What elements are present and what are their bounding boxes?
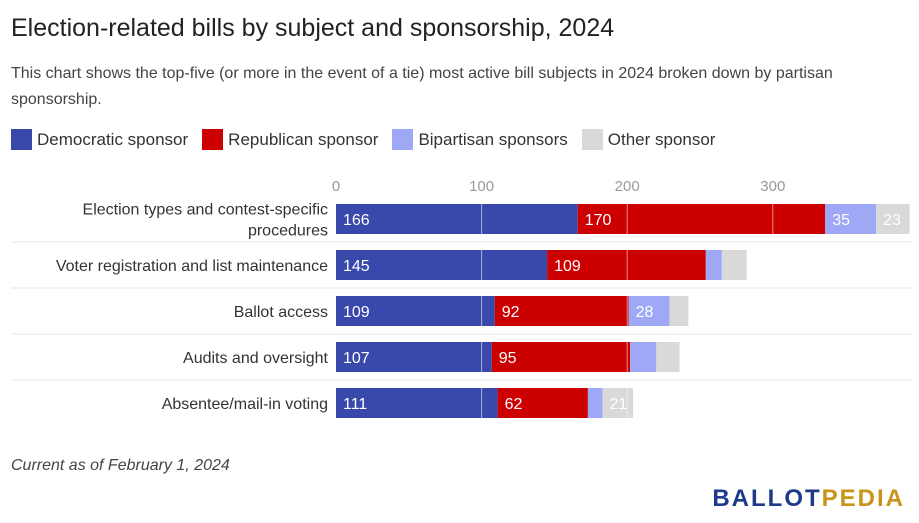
legend-item-republican: Republican sponsor [202, 129, 378, 150]
bar-other-sponsor-election-types-and-contest-specific-procedures [876, 204, 910, 234]
data-label: 95 [499, 350, 517, 367]
data-label: 107 [343, 350, 370, 367]
bar-republican-sponsor-audits-and-oversight [491, 342, 631, 372]
legend-label-other: Other sponsor [607, 129, 716, 149]
category-label: Voter registration and list maintenance [56, 258, 328, 275]
data-label: 35 [832, 212, 850, 229]
data-label: 109 [343, 304, 370, 321]
bar-other-sponsor-voter-registration-and-list-maintenance [721, 250, 747, 280]
bar-other-sponsor-ballot-access [669, 296, 689, 326]
legend-item-other: Other sponsor [581, 129, 716, 150]
ballotpedia-logo: BALLOTPEDIA [712, 485, 905, 513]
category-label: Ballot access [234, 304, 328, 321]
legend-label-democratic: Democratic sponsor [37, 129, 189, 149]
bar-bipartisan-sponsors-voter-registration-and-list-maintenance [705, 250, 722, 280]
chart-title: Election-related bills by subject and sp… [11, 14, 615, 42]
legend-item-bipartisan: Bipartisan sponsors [392, 129, 568, 150]
data-label: 21 [609, 396, 627, 413]
category-label: Election types and contest-specific [83, 202, 328, 219]
category-label: Absentee/mail-in voting [162, 396, 328, 413]
x-tick-label: 0 [332, 178, 340, 195]
bar-republican-sponsor-voter-registration-and-list-maintenance [547, 250, 706, 280]
data-label: 170 [585, 212, 612, 229]
bar-republican-sponsor-election-types-and-contest-specific-procedures [577, 204, 826, 234]
x-tick-label: 200 [615, 178, 640, 195]
bar-democratic-sponsor-audits-and-oversight [336, 342, 492, 372]
bar-bipartisan-sponsors-absentee-mail-in-voting [587, 388, 603, 418]
legend-swatch-republican [202, 129, 224, 150]
legend-swatch-other [581, 129, 603, 150]
data-label: 62 [505, 396, 523, 413]
legend: Democratic sponsor Republican sponsor Bi… [11, 129, 729, 150]
bar-bipartisan-sponsors-election-types-and-contest-specific-procedures [825, 204, 877, 234]
data-label: 145 [343, 258, 370, 275]
stacked-bar-chart: 166 170 35 23 Election types and contest-spe… [11, 178, 912, 418]
footnote: Current as of February 1, 2024 [11, 457, 230, 474]
category-label: Audits and oversight [183, 350, 329, 367]
category-label: procedures [248, 223, 328, 240]
logo-part-ballot: BALLOT [712, 485, 822, 512]
data-label: 111 [343, 396, 367, 413]
bar-republican-sponsor-ballot-access [494, 296, 629, 326]
data-label: 109 [554, 258, 581, 275]
bar-democratic-sponsor-absentee-mail-in-voting [336, 388, 498, 418]
bar-democratic-sponsor-ballot-access [336, 296, 495, 326]
legend-swatch-bipartisan [392, 129, 414, 150]
bar-bipartisan-sponsors-ballot-access [628, 296, 670, 326]
data-label: 28 [636, 304, 654, 321]
legend-label-republican: Republican sponsor [228, 129, 379, 149]
x-tick-label: 300 [760, 178, 785, 195]
chart-subtitle: This chart shows the top-five (or more i… [11, 65, 833, 108]
data-label: 92 [502, 304, 520, 321]
legend-swatch-democratic [11, 129, 32, 150]
data-label: 23 [883, 212, 901, 229]
bar-republican-sponsor-absentee-mail-in-voting [497, 388, 588, 418]
bar-bipartisan-sponsors-audits-and-oversight [630, 342, 657, 372]
bar-other-sponsor-audits-and-oversight [656, 342, 680, 372]
legend-label-bipartisan: Bipartisan sponsors [418, 129, 568, 149]
bar-other-sponsor-absentee-mail-in-voting [602, 388, 634, 418]
bar-democratic-sponsor-election-types-and-contest-specific-procedures [336, 204, 578, 234]
data-label: 166 [343, 212, 370, 229]
bar-democratic-sponsor-voter-registration-and-list-maintenance [336, 250, 548, 280]
legend-item-democratic: Democratic sponsor [11, 129, 188, 150]
x-tick-label: 100 [469, 178, 494, 195]
logo-part-pedia: PEDIA [821, 485, 905, 512]
